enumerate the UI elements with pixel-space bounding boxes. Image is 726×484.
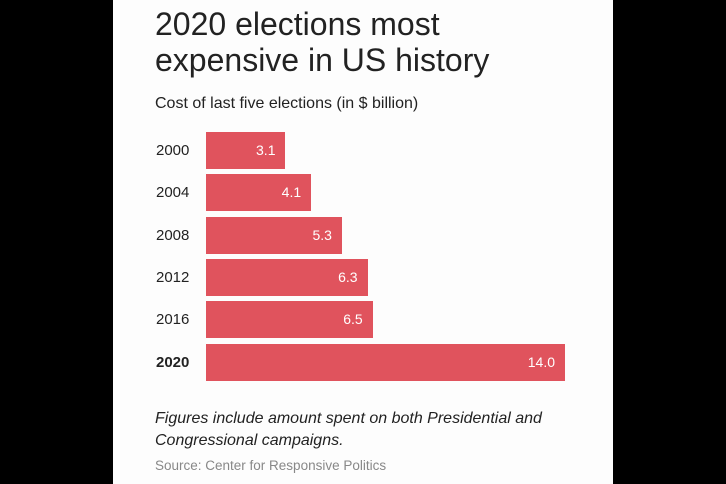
bar-2008: 5.3	[206, 216, 342, 254]
data-label-2012: 6.3	[338, 268, 358, 285]
category-label-2012: 2012	[156, 268, 190, 286]
category-label-2020: 2020	[156, 353, 190, 371]
bar-row-2016: 2016 6.5	[140, 301, 600, 339]
category-label-2004: 2004	[156, 184, 190, 202]
bar-2016: 6.5	[206, 301, 373, 339]
bar-2000: 3.1	[206, 132, 286, 169]
data-label-2008: 5.3	[312, 226, 332, 243]
chart-title: 2020 elections most expensive in US hist…	[155, 6, 595, 78]
chart-title-line-1: 2020 elections most	[155, 6, 440, 42]
bar-2020: 14.0	[206, 343, 565, 381]
footnote-line-1: Figures include amount spent on both Pre…	[155, 410, 542, 427]
category-label-2000: 2000	[156, 142, 190, 159]
footnote-line-2: Congressional campaigns.	[155, 432, 344, 449]
bar-row-2008: 2008 5.3	[140, 216, 600, 255]
footnote: Figures include amount spent on both Pre…	[155, 408, 585, 452]
data-label-2016: 6.5	[343, 311, 363, 328]
chart-title-line-2: expensive in US history	[155, 42, 490, 78]
chart-subtitle: Cost of last five elections (in $ billio…	[155, 95, 419, 112]
chart-panel	[113, 0, 613, 484]
category-label-2016: 2016	[156, 311, 190, 329]
bar-chart: 2000 3.1 2004 4.1 2008 5.3 2012 6.3 2016 6.5 2020 1…	[140, 125, 600, 395]
bar-2004: 4.1	[206, 174, 312, 212]
data-label-2000: 3.1	[256, 142, 276, 158]
source-credit: Source: Center for Responsive Politics	[155, 458, 387, 473]
bar-row-2004: 2004 4.1	[140, 174, 600, 212]
data-label-2020: 14.0	[527, 353, 555, 370]
bar-row-2020: 2020 14.0	[140, 343, 600, 382]
category-label-2008: 2008	[156, 226, 190, 244]
bar-row-2000: 2000 3.1	[140, 132, 600, 170]
bar-row-2012: 2012 6.3	[140, 258, 600, 297]
data-label-2004: 4.1	[281, 184, 302, 201]
bar-2012: 6.3	[206, 258, 368, 296]
